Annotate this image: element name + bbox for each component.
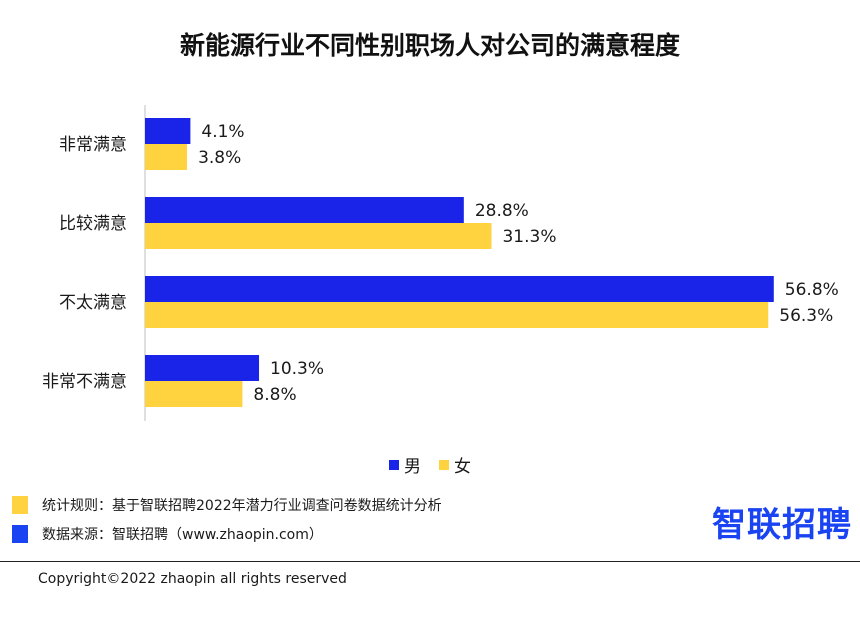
legend-item-male: 男 (389, 452, 421, 477)
male-bar (145, 118, 191, 144)
female-bar (145, 223, 492, 249)
bar-chart: 非常满意 4.1% 3.8% 比较满意 28.8% 31.3% 不太满意 56.8% 56.3%… (42, 105, 839, 421)
footnote-source-text: 数据来源：智联招聘（www.zhaopin.com） (42, 527, 323, 543)
female-value-label: 31.3% (502, 227, 556, 247)
footnote-rules-swatch (12, 496, 28, 514)
male-value-label: 56.8% (785, 280, 839, 300)
male-bar (145, 355, 260, 381)
male-value-label: 10.3% (270, 359, 324, 379)
legend-item-female: 女 (439, 452, 471, 477)
male-bar (145, 276, 774, 302)
legend-label-male: 男 (404, 457, 421, 477)
copyright-text: Copyright©2022 zhaopin all rights reserv… (38, 571, 347, 587)
category-label: 非常满意 (59, 135, 127, 155)
zhaopin-logo: 智联招聘 (712, 505, 852, 545)
legend-label-female: 女 (454, 457, 471, 477)
category-label: 非常不满意 (42, 372, 127, 392)
category-label: 比较满意 (59, 214, 127, 234)
female-value-label: 8.8% (253, 385, 296, 405)
category-label: 不太满意 (59, 293, 127, 313)
footnotes: 统计规则：基于智联招聘2022年潜力行业调查问卷数据统计分析 数据来源：智联招聘… (12, 496, 442, 554)
male-value-label: 4.1% (201, 122, 244, 142)
chart-title: 新能源行业不同性别职场人对公司的满意程度 (179, 31, 680, 60)
female-bar (145, 144, 188, 170)
male-bar (145, 197, 464, 223)
footnote-rules: 统计规则：基于智联招聘2022年潜力行业调查问卷数据统计分析 (12, 496, 442, 514)
female-bar (145, 302, 769, 328)
female-value-label: 56.3% (779, 306, 833, 326)
female-bar (145, 381, 243, 407)
footnote-source: 数据来源：智联招聘（www.zhaopin.com） (12, 525, 442, 543)
female-value-label: 3.8% (198, 148, 241, 168)
legend-swatch-male (389, 459, 399, 470)
footer-divider (0, 561, 860, 562)
chart-legend: 男 女 (0, 452, 860, 477)
legend-swatch-female (439, 459, 449, 470)
footnote-source-swatch (12, 525, 28, 543)
male-value-label: 28.8% (475, 201, 529, 221)
footnote-rules-text: 统计规则：基于智联招聘2022年潜力行业调查问卷数据统计分析 (42, 498, 442, 514)
